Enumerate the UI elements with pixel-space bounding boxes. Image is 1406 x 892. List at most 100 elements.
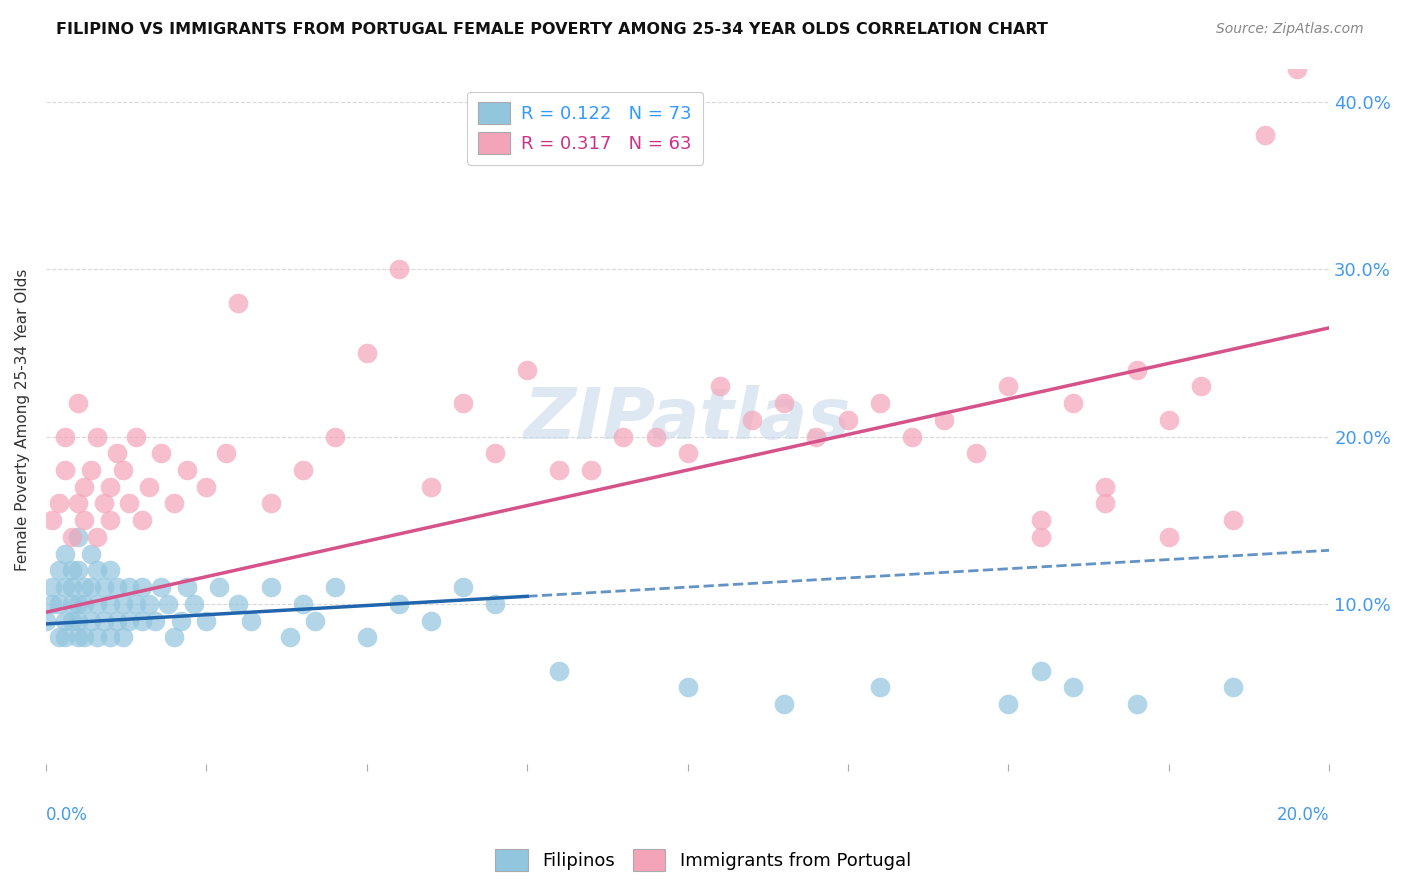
Point [965, 446, 987, 460]
Point [176, 580, 198, 594]
Point [67, 563, 90, 577]
Point [451, 580, 474, 594]
Point [111, 630, 134, 644]
Point [60, 597, 83, 611]
Point [1254, 128, 1277, 143]
Point [73, 580, 96, 594]
Point [869, 681, 891, 695]
Point [1062, 396, 1084, 410]
Point [676, 446, 699, 460]
Point [548, 463, 571, 477]
Point [105, 446, 128, 460]
Point [548, 664, 571, 678]
Point [67, 396, 90, 410]
Point [516, 362, 538, 376]
Point [138, 597, 160, 611]
Point [41, 597, 63, 611]
Point [60, 614, 83, 628]
Point [131, 580, 153, 594]
Point [98, 563, 121, 577]
Point [709, 379, 731, 393]
Point [80, 547, 103, 561]
Point [150, 580, 173, 594]
Point [105, 580, 128, 594]
Point [138, 480, 160, 494]
Point [1286, 62, 1309, 76]
Point [67, 614, 90, 628]
Point [53, 630, 76, 644]
Point [170, 614, 193, 628]
Point [195, 614, 218, 628]
Point [1094, 480, 1116, 494]
Point [484, 446, 506, 460]
Point [53, 463, 76, 477]
Point [1222, 681, 1244, 695]
Point [80, 614, 103, 628]
Point [869, 396, 891, 410]
Point [163, 630, 186, 644]
Point [98, 513, 121, 527]
Point [60, 580, 83, 594]
Point [93, 580, 115, 594]
Point [73, 597, 96, 611]
Point [228, 597, 250, 611]
Point [901, 429, 924, 443]
Point [41, 513, 63, 527]
Point [1222, 513, 1244, 527]
Point [80, 580, 103, 594]
Point [73, 480, 96, 494]
Point [60, 563, 83, 577]
Point [1029, 664, 1052, 678]
Point [1126, 362, 1149, 376]
Point [86, 429, 108, 443]
Point [291, 597, 314, 611]
Point [278, 630, 301, 644]
Point [67, 496, 90, 510]
Point [86, 597, 108, 611]
Point [60, 530, 83, 544]
Point [420, 614, 443, 628]
Point [1094, 496, 1116, 510]
Point [86, 563, 108, 577]
Point [183, 597, 205, 611]
Point [163, 496, 186, 510]
Point [118, 496, 141, 510]
Point [240, 614, 263, 628]
Point [1157, 413, 1180, 427]
Point [773, 697, 796, 711]
Text: FILIPINO VS IMMIGRANTS FROM PORTUGAL FEMALE POVERTY AMONG 25-34 YEAR OLDS CORREL: FILIPINO VS IMMIGRANTS FROM PORTUGAL FEM… [56, 22, 1047, 37]
Text: ZIPatlas: ZIPatlas [524, 385, 851, 454]
Point [1062, 681, 1084, 695]
Point [80, 463, 103, 477]
Point [131, 513, 153, 527]
Point [676, 681, 699, 695]
Text: Source: ZipAtlas.com: Source: ZipAtlas.com [1216, 22, 1364, 37]
Point [125, 597, 148, 611]
Point [86, 530, 108, 544]
Point [105, 614, 128, 628]
Point [581, 463, 603, 477]
Point [98, 480, 121, 494]
Text: 20.0%: 20.0% [1277, 806, 1329, 824]
Point [388, 262, 411, 277]
Point [131, 614, 153, 628]
Text: 0.0%: 0.0% [46, 806, 87, 824]
Point [1126, 697, 1149, 711]
Point [73, 630, 96, 644]
Point [420, 480, 443, 494]
Point [53, 547, 76, 561]
Point [98, 630, 121, 644]
Point [143, 614, 166, 628]
Point [291, 463, 314, 477]
Point [773, 396, 796, 410]
Point [997, 697, 1019, 711]
Point [804, 429, 827, 443]
Point [1029, 530, 1052, 544]
Point [41, 580, 63, 594]
Point [111, 597, 134, 611]
Point [323, 580, 346, 594]
Point [1029, 513, 1052, 527]
Point [195, 480, 218, 494]
Point [48, 630, 70, 644]
Point [484, 597, 506, 611]
